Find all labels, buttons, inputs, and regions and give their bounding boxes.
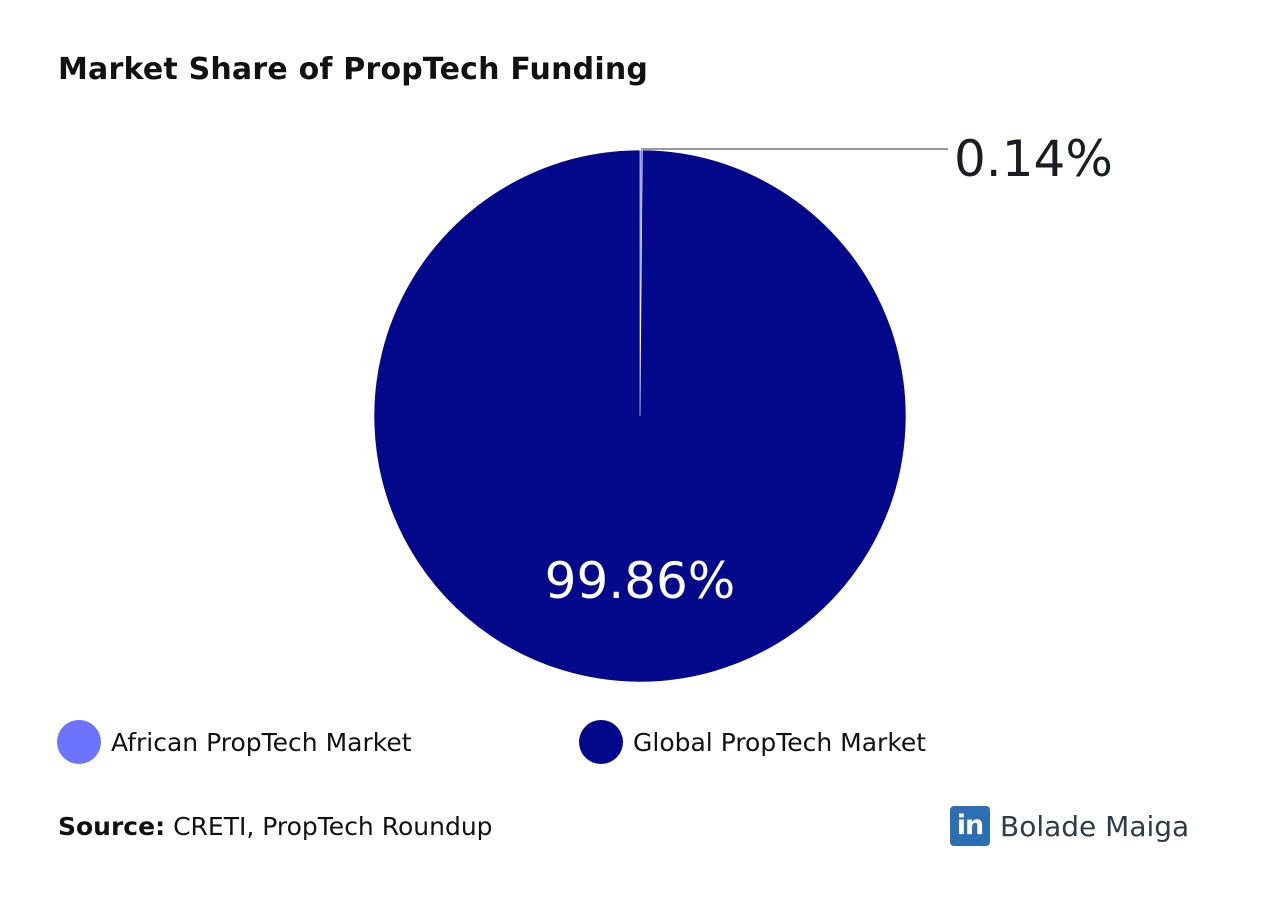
linkedin-icon: in bbox=[950, 806, 990, 846]
data-label-african: 0.14% bbox=[954, 130, 1113, 188]
data-label-global: 99.86% bbox=[545, 552, 736, 610]
brand-name: Bolade Maiga bbox=[1000, 809, 1190, 843]
source-text: CRETI, PropTech Roundup bbox=[173, 812, 493, 841]
legend-item-african: African PropTech Market bbox=[57, 720, 412, 764]
legend-label-global: Global PropTech Market bbox=[633, 727, 927, 757]
chart-title: Market Share of PropTech Funding bbox=[58, 52, 649, 87]
legend-label-african: African PropTech Market bbox=[111, 727, 412, 757]
pie-slice-global bbox=[373, 149, 907, 683]
legend-swatch-global bbox=[579, 720, 623, 764]
brand-credit[interactable]: in Bolade Maiga bbox=[950, 806, 1189, 846]
legend-item-global: Global PropTech Market bbox=[579, 720, 926, 764]
legend-swatch-african bbox=[57, 720, 101, 764]
source-key: Source: bbox=[58, 812, 166, 841]
source-note: Source: CRETI, PropTech Roundup bbox=[58, 812, 493, 841]
